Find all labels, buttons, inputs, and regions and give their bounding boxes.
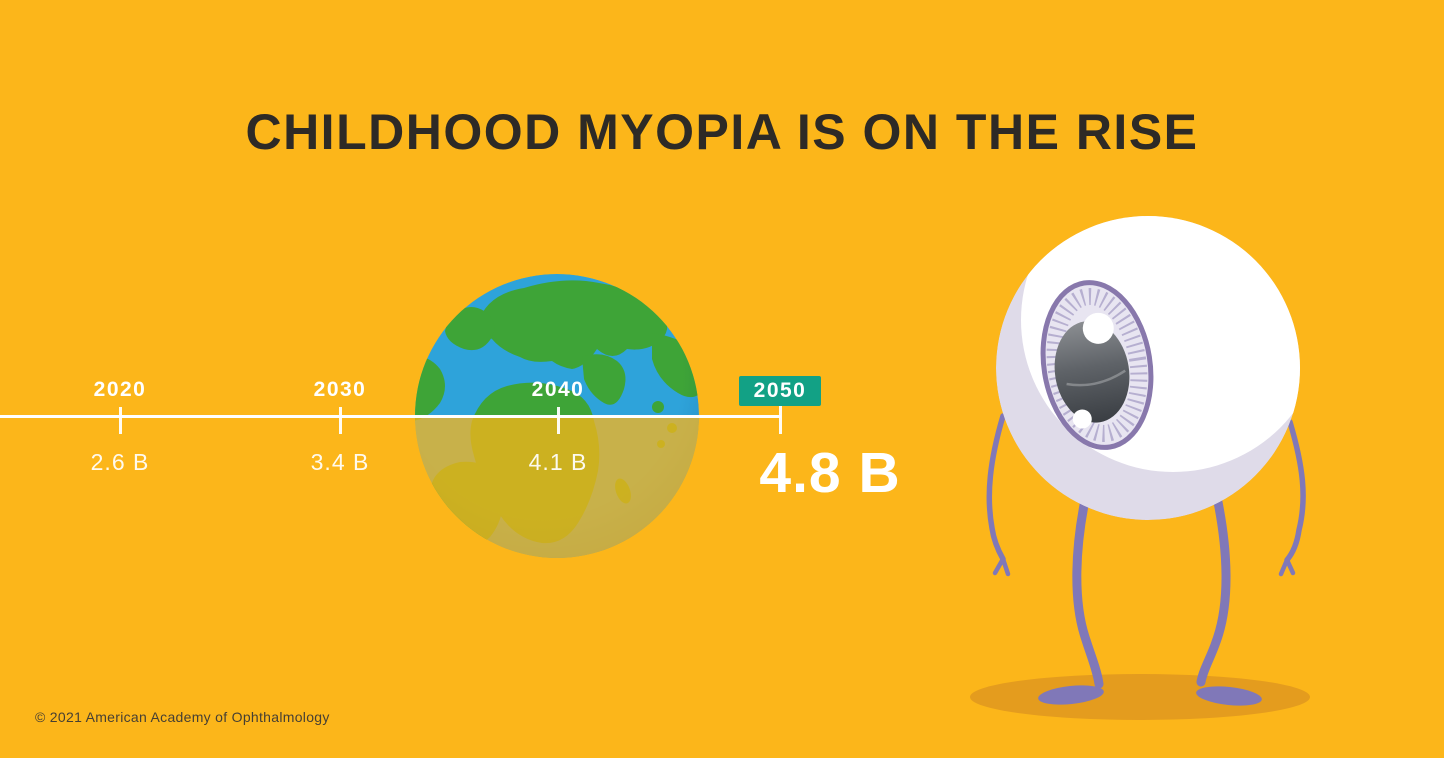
eyeball-character-icon	[970, 216, 1310, 720]
timeline-tick	[119, 407, 122, 434]
eyeball-arms	[986, 413, 1306, 577]
timeline-tick	[779, 406, 782, 434]
timeline-value-2050: 4.8 B	[759, 441, 901, 505]
timeline-year-2020: 2020	[93, 378, 147, 401]
timeline-year-2050-highlight-badge: 2050	[739, 376, 821, 406]
eyeball-legs	[1038, 495, 1262, 706]
ground-shadow	[970, 674, 1310, 720]
timeline-axis	[0, 415, 781, 418]
globe-muted-overlay	[415, 417, 699, 558]
timeline-year-2030: 2030	[313, 378, 367, 401]
eyeball-iris	[1040, 280, 1154, 450]
globe-icon	[415, 274, 699, 558]
timeline-value-2030: 3.4 B	[310, 449, 370, 475]
timeline-tick	[339, 407, 342, 434]
copyright-text: © 2021 American Academy of Ophthalmology	[35, 709, 330, 725]
timeline-value-2040: 4.1 B	[528, 449, 588, 475]
eye-highlight-small	[1072, 409, 1092, 429]
eye-highlight-large	[1082, 312, 1114, 344]
timeline-year-2040: 2040	[531, 378, 585, 401]
page-title: CHILDHOOD MYOPIA IS ON THE RISE	[245, 104, 1199, 160]
timeline-tick	[557, 407, 560, 434]
timeline-value-2020: 2.6 B	[90, 449, 150, 475]
pupil	[1054, 321, 1130, 423]
